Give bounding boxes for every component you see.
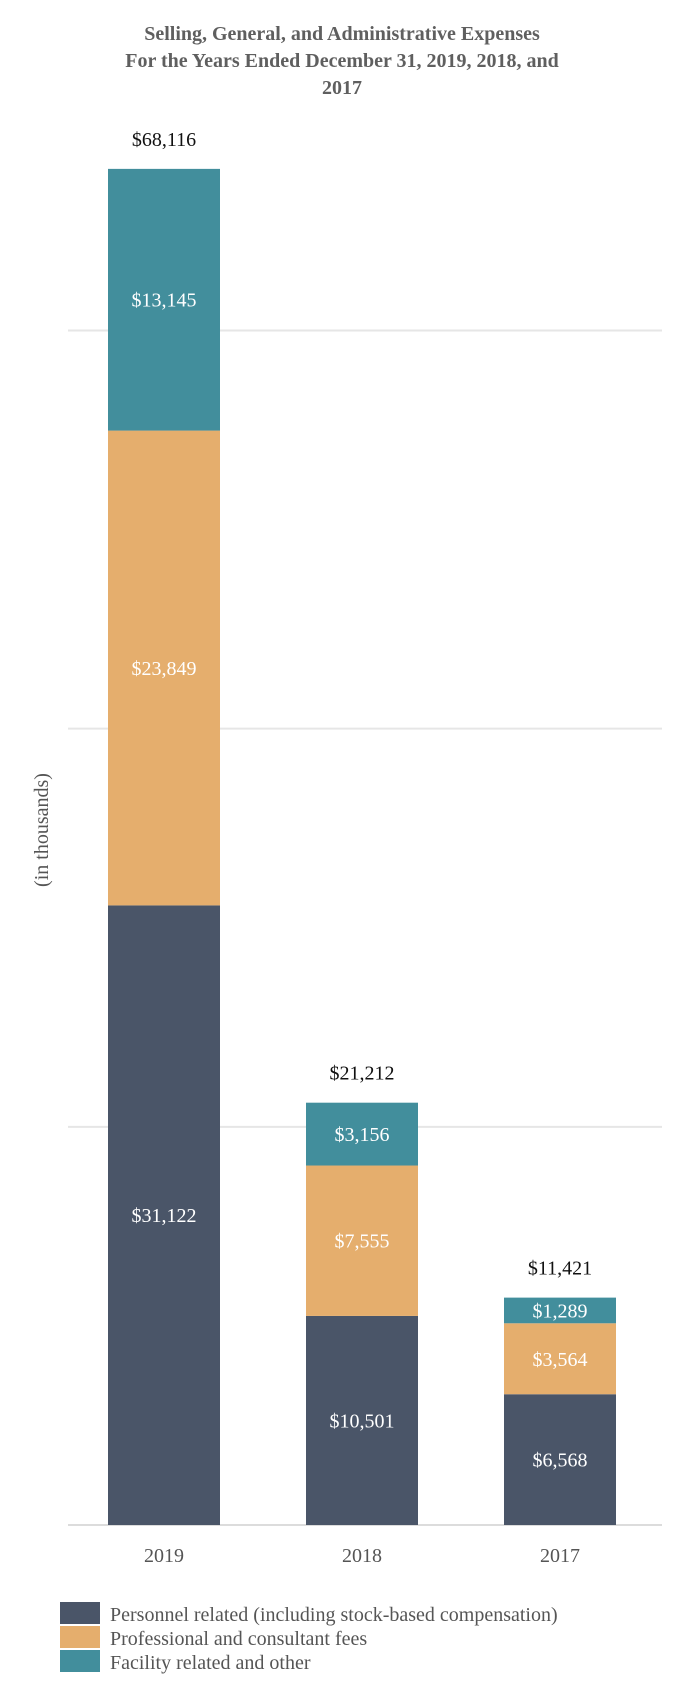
bar-2018-personnel — [306, 1315, 418, 1525]
legend-label-professional: Professional and consultant fees — [110, 1628, 367, 1650]
data-label-2018-personnel: $10,501 — [330, 1410, 395, 1432]
legend-swatch-personnel — [60, 1602, 100, 1624]
data-label-2017-facility: $1,289 — [533, 1300, 588, 1322]
data-labels: $31,122 $23,849 $13,145 $68,116 $10,501 $7,55… — [132, 129, 593, 1472]
bar-2017-professional — [504, 1323, 616, 1395]
bars — [108, 168, 616, 1525]
total-label-2017: $11,421 — [528, 1258, 592, 1280]
chart-title-line-3: 2017 — [322, 77, 362, 99]
legend: Personnel related (including stock-based… — [60, 1602, 558, 1674]
bar-2018-professional — [306, 1165, 418, 1316]
x-tick-2018: 2018 — [342, 1545, 382, 1567]
data-label-2019-personnel: $31,122 — [132, 1205, 197, 1227]
data-label-2018-professional: $7,555 — [335, 1231, 390, 1253]
chart-title-line-2: For the Years Ended December 31, 2019, 2… — [125, 50, 559, 72]
data-label-2017-personnel: $6,568 — [533, 1450, 588, 1472]
legend-label-personnel: Personnel related (including stock-based… — [110, 1604, 558, 1626]
bar-2018-facility — [306, 1102, 418, 1166]
x-tick-2019: 2019 — [144, 1545, 184, 1567]
legend-label-facility: Facility related and other — [110, 1652, 311, 1674]
legend-swatch-professional — [60, 1626, 100, 1648]
data-label-2018-facility: $3,156 — [335, 1124, 390, 1146]
total-label-2018: $21,212 — [330, 1063, 395, 1085]
bar-2019-personnel — [108, 905, 220, 1525]
bar-2017-personnel — [504, 1394, 616, 1525]
data-label-2017-professional: $3,564 — [533, 1349, 588, 1371]
bar-2019-professional — [108, 430, 220, 906]
chart-title: Selling, General, and Administrative Exp… — [125, 23, 559, 99]
data-label-2019-professional: $23,849 — [132, 658, 197, 680]
x-axis-ticks: 2019 2018 2017 — [144, 1545, 580, 1567]
bar-2019-facility — [108, 168, 220, 431]
chart-title-line-1: Selling, General, and Administrative Exp… — [144, 23, 540, 45]
bar-2017-facility — [504, 1297, 616, 1324]
legend-swatch-facility — [60, 1650, 100, 1672]
data-label-2019-facility: $13,145 — [132, 290, 197, 312]
x-tick-2017: 2017 — [540, 1545, 580, 1567]
y-axis-label: (in thousands) — [31, 773, 53, 887]
total-label-2019: $68,116 — [132, 129, 196, 151]
